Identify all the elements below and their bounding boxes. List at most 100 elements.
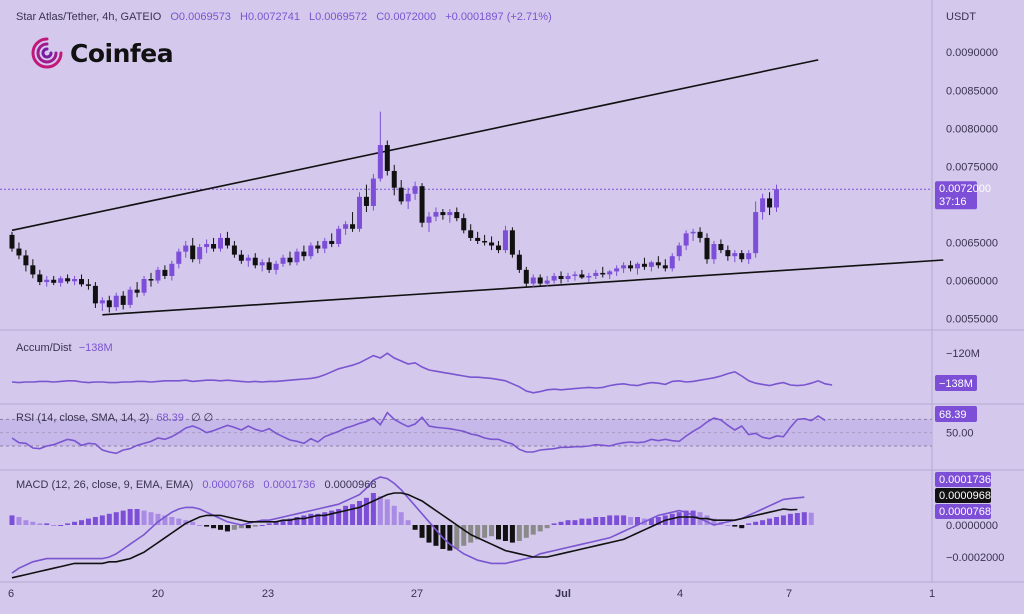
macd-histogram-bar	[85, 518, 91, 525]
candle-body	[183, 245, 189, 252]
macd-histogram-bar	[704, 515, 710, 525]
candle-body	[37, 274, 43, 283]
macd-histogram-bar	[120, 510, 126, 525]
macd-tag-value: 0.0000768	[939, 506, 991, 518]
price-tick-label: 0.0080000	[946, 123, 998, 135]
macd-histogram-bar	[231, 525, 237, 530]
candle-body	[412, 186, 418, 194]
macd-histogram-bar	[475, 525, 481, 540]
macd-tag-value: 0.0000968	[939, 490, 991, 502]
candle-body	[169, 263, 175, 276]
macd-histogram-bar	[176, 518, 182, 525]
candle-body	[99, 300, 105, 304]
candle-body	[704, 237, 710, 260]
macd-histogram-bar	[211, 525, 217, 529]
macd-histogram-bar	[676, 512, 682, 525]
macd-histogram-bar	[273, 521, 279, 525]
candle-body	[572, 274, 578, 276]
macd-tag	[935, 488, 991, 503]
candle-body	[315, 245, 321, 249]
candle-body	[718, 244, 724, 251]
candle-body	[607, 271, 613, 275]
candle-body	[621, 265, 627, 269]
candle-body	[238, 254, 244, 261]
macd-histogram-bar	[655, 517, 661, 525]
candle-body	[419, 186, 425, 223]
candle-body	[301, 251, 307, 257]
candle-body	[398, 187, 404, 202]
currency-label: USDT	[946, 11, 976, 23]
rsi-extra: ∅ ∅	[190, 412, 214, 424]
macd-axis-neg: −0.0002000	[946, 552, 1004, 564]
trendline-upper	[11, 59, 819, 232]
time-tick-label: 6	[8, 588, 14, 600]
candle-body	[502, 230, 508, 251]
candle-body	[579, 274, 585, 278]
candle-body	[489, 242, 495, 246]
time-tick-label: 1	[929, 588, 935, 600]
rsi-tag-value: 68.39	[939, 409, 967, 421]
macd-histogram-bar	[628, 517, 634, 525]
accum-value: −138M	[78, 342, 113, 354]
macd-histogram-bar	[51, 525, 57, 526]
macd-histogram-bar	[238, 525, 244, 529]
candle-body	[287, 257, 293, 263]
candle-body	[120, 295, 126, 305]
time-tick-label: 27	[411, 588, 423, 600]
candle-body	[669, 256, 675, 269]
macd-histogram-bar	[433, 525, 439, 546]
candle-body	[468, 230, 474, 238]
candle-body	[774, 189, 779, 208]
candle-body	[384, 145, 390, 171]
macd-histogram-bar	[614, 515, 620, 525]
candle-body	[739, 253, 745, 260]
low-value: L0.0069572	[309, 11, 368, 23]
macd-histogram-bar	[169, 517, 175, 525]
macd-histogram-bar	[739, 525, 745, 529]
macd-histogram-bar	[197, 525, 203, 526]
candle-body	[245, 257, 251, 261]
macd-histogram-bar	[266, 523, 272, 525]
candle-body	[509, 230, 515, 255]
macd-histogram-bar	[648, 518, 654, 525]
candle-body	[370, 178, 376, 206]
macd-histogram-bar	[322, 512, 328, 525]
macd-histogram-bar	[760, 520, 766, 525]
macd-tag-value: 0.0001736	[939, 474, 991, 486]
candle-body	[767, 198, 773, 208]
macd-histogram-bar	[412, 525, 418, 530]
trendline-lower	[102, 259, 944, 316]
candle-body	[725, 250, 731, 257]
macd-tag	[935, 472, 991, 487]
candle-body	[65, 278, 71, 282]
macd-histogram-bar	[801, 512, 807, 525]
macd-histogram-bar	[516, 525, 522, 541]
price-tick-label: 0.0060000	[946, 276, 998, 288]
candle-body	[16, 248, 22, 256]
time-tick-label: Jul	[555, 588, 571, 600]
candle-body	[308, 245, 314, 257]
candle-body	[690, 231, 696, 234]
macd-histogram-bar	[280, 520, 286, 525]
macd-histogram-bar	[308, 513, 314, 525]
macd-name: MACD (12, 26, close, 9, EMA, EMA)	[16, 479, 194, 491]
macd-histogram-bar	[482, 525, 488, 538]
macd-histogram-bar	[329, 510, 335, 525]
macd-histogram-bar	[607, 515, 613, 525]
macd-histogram-bar	[635, 517, 640, 525]
candle-body	[711, 244, 717, 260]
coinfea-logo: Coinfea	[30, 36, 174, 70]
candle-body	[746, 253, 752, 260]
macd-histogram-bar	[787, 513, 793, 525]
candle-body	[732, 253, 738, 257]
macd-histogram-bar	[127, 509, 133, 525]
accum-label: Accum/Dist −138M	[16, 342, 113, 354]
macd-histogram-bar	[79, 520, 84, 525]
candle-body	[127, 289, 133, 305]
macd-histogram-bar	[530, 525, 536, 535]
candle-body	[85, 284, 91, 286]
macd-histogram-bar	[509, 525, 515, 543]
macd-histogram-bar	[155, 513, 161, 525]
